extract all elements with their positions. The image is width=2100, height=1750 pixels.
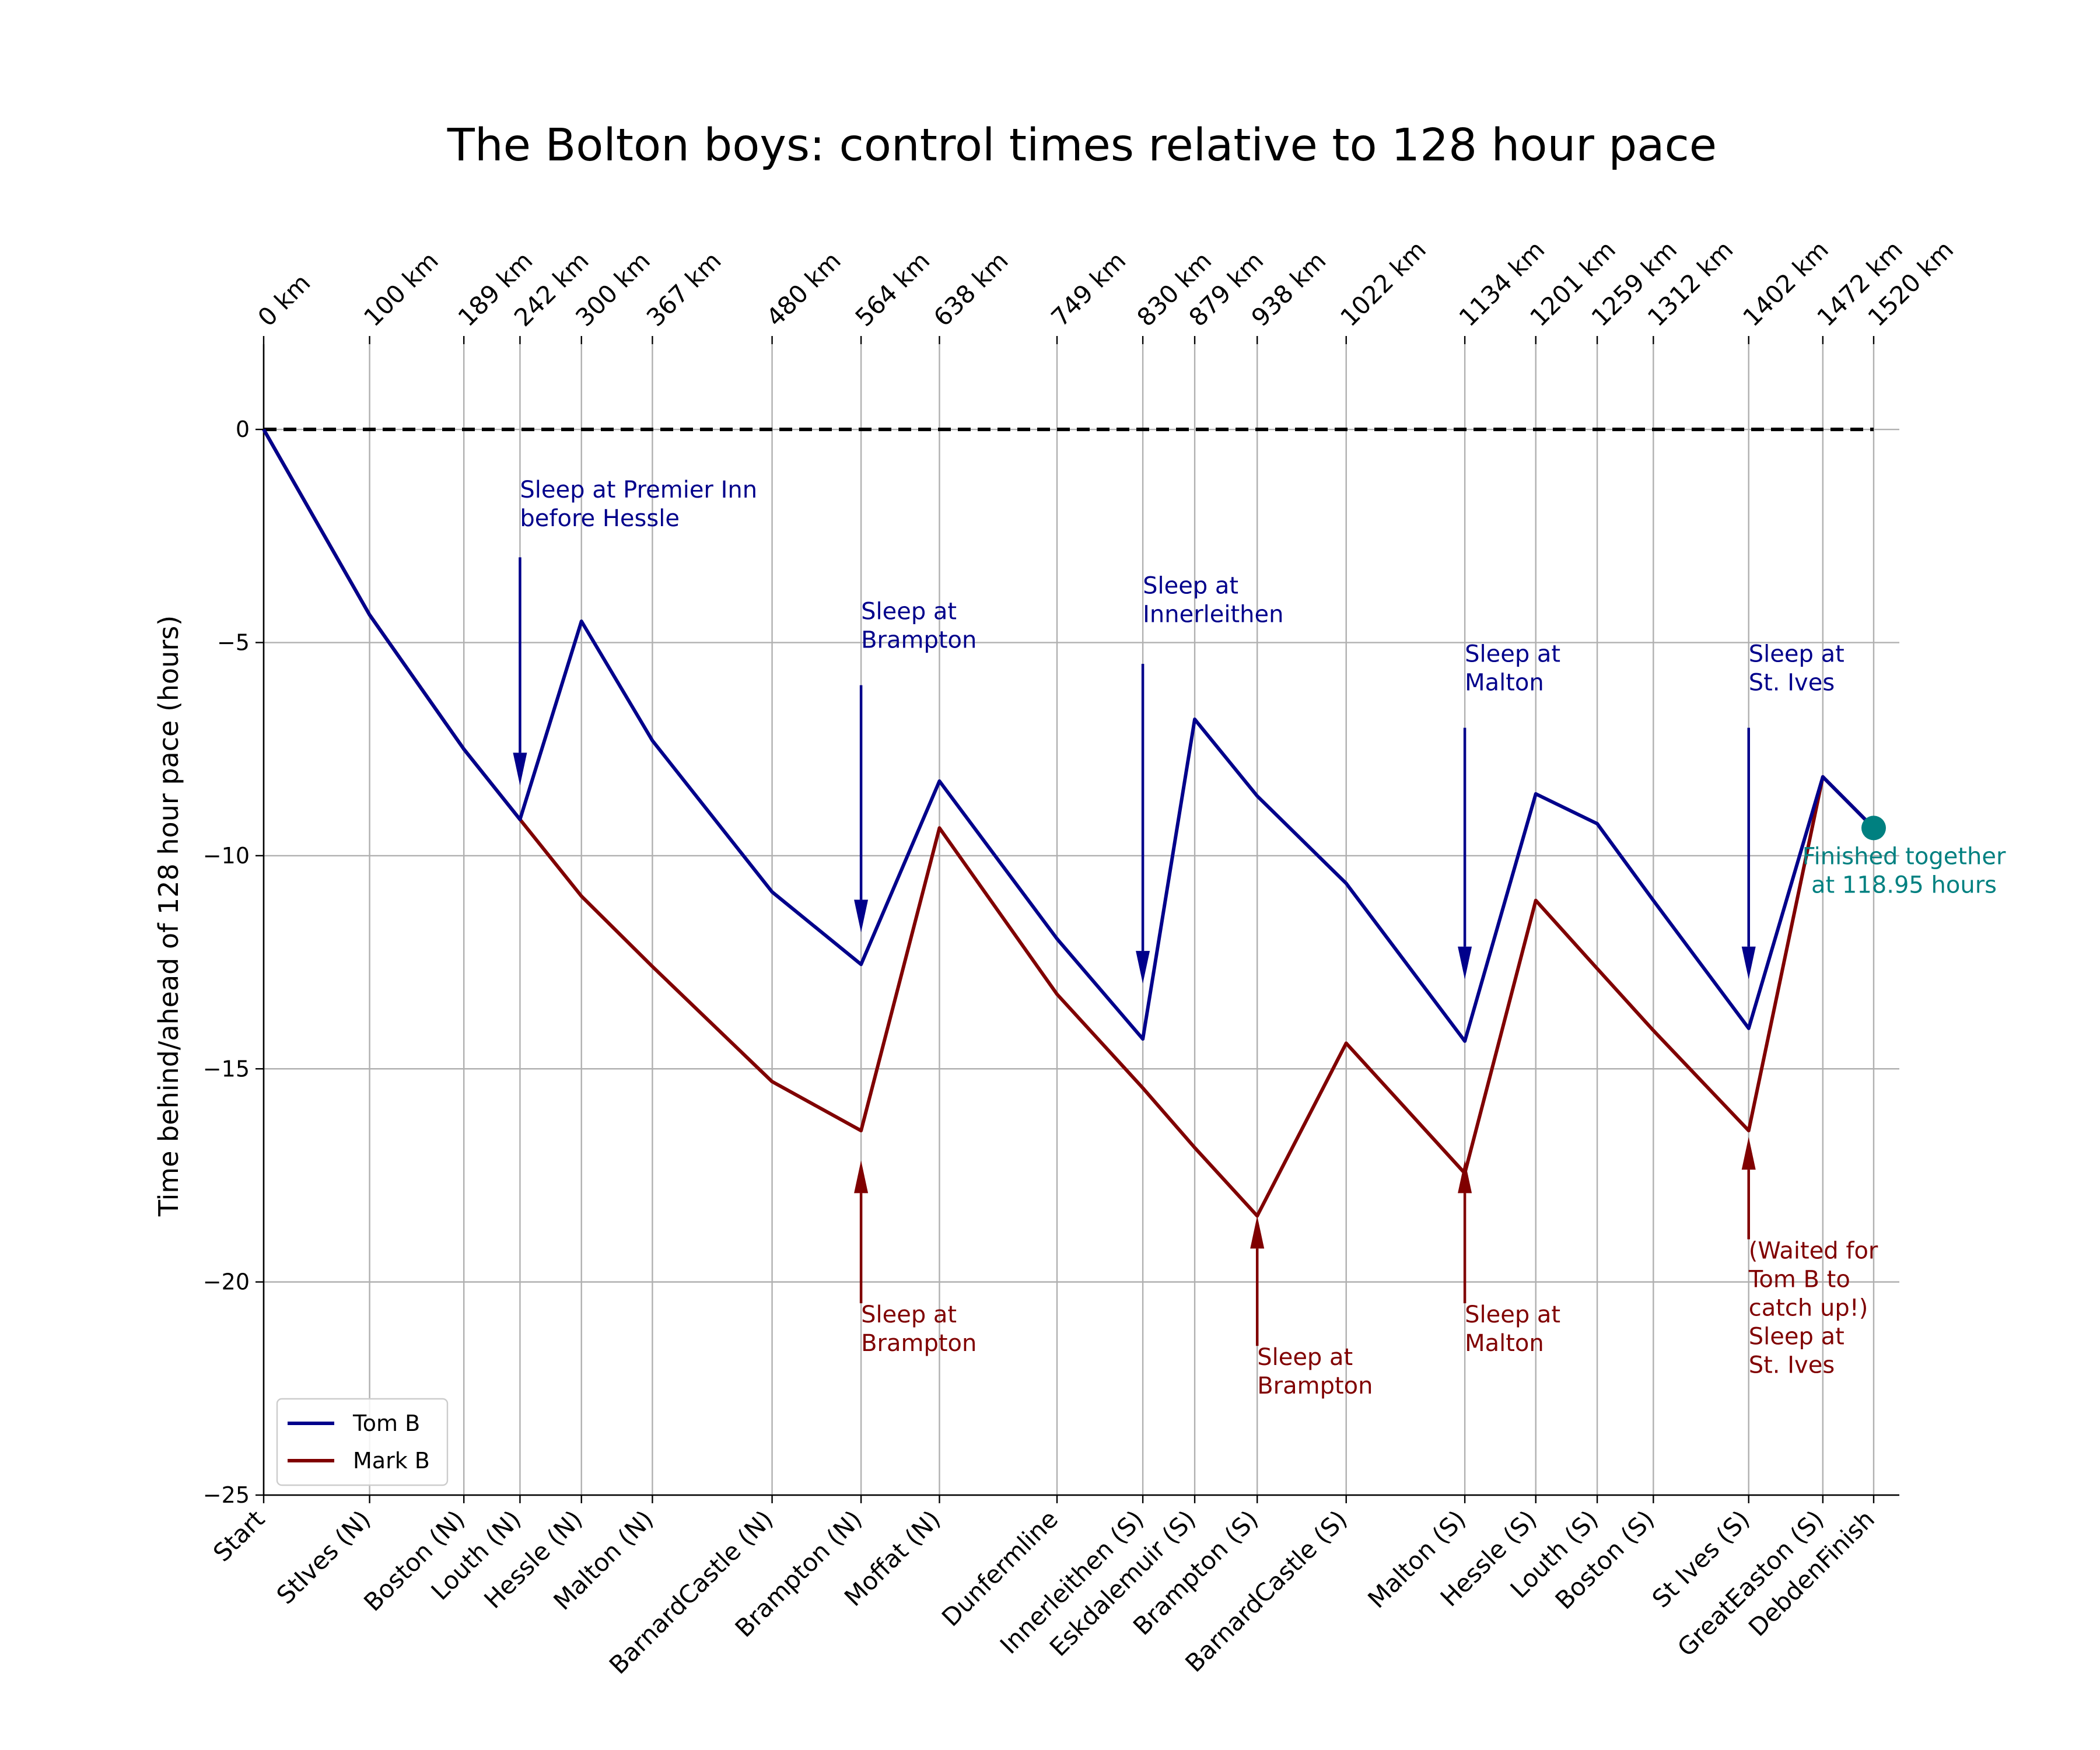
grid — [262, 344, 1899, 1496]
top-tick-label: 480 km — [761, 246, 846, 332]
x-tick-label: Start — [208, 1504, 270, 1567]
annotation-text: Malton — [1465, 1330, 1544, 1357]
annotation-text: Sleep at — [1143, 572, 1238, 599]
y-tick-label: −5 — [217, 630, 250, 656]
y-tick-label: −15 — [203, 1056, 250, 1082]
annotation-text: before Hessle — [520, 505, 680, 532]
annotation-text: St. Ives — [1749, 669, 1835, 696]
annotation-text: Brampton — [1257, 1373, 1373, 1399]
annotation-text: Sleep at — [1257, 1344, 1353, 1371]
top-tick-label: 0 km — [252, 268, 316, 332]
annotation-text: Sleep at — [1465, 1301, 1560, 1328]
annotation-text: St. Ives — [1749, 1352, 1835, 1378]
chart-title: The Bolton boys: control times relative … — [447, 120, 1717, 172]
annotation-arrow-head — [854, 900, 869, 933]
annotation-text: Malton — [1465, 669, 1544, 696]
annotation-text: Brampton — [861, 626, 977, 653]
finish-marker — [1861, 816, 1886, 841]
annotation-text: Tom B to — [1748, 1266, 1850, 1293]
annotation-arrow-head — [1250, 1216, 1265, 1249]
annotation-text: Finished together — [1803, 844, 2006, 870]
top-tick-label: 1022 km — [1335, 235, 1432, 332]
legend-box — [276, 1398, 449, 1486]
annotation-arrow-head — [854, 1160, 869, 1194]
annotation-text: Sleep at — [1749, 1323, 1845, 1350]
legend: Tom B Mark B — [276, 1398, 449, 1486]
annotation-text: at 118.95 hours — [1811, 872, 1997, 899]
top-tick-label: 749 km — [1045, 246, 1131, 332]
y-tick-label: −10 — [203, 843, 250, 869]
annotation-text: Sleep at — [861, 1301, 957, 1328]
annotation-arrow-head — [1458, 1160, 1472, 1194]
annotation-text: Sleep at Premier Inn — [520, 477, 757, 503]
annotation-arrow-head — [513, 752, 527, 786]
top-tick-label: 367 km — [641, 246, 727, 332]
annotation-text: (Waited for — [1749, 1237, 1878, 1264]
annotation-arrow-head — [1741, 1137, 1756, 1170]
annotation-text: Sleep at — [1749, 640, 1845, 667]
y-tick-label: −20 — [203, 1269, 250, 1295]
annotation-arrow-head — [1458, 946, 1472, 979]
annotation-text: Innerleithen — [1143, 601, 1283, 628]
legend-label: Mark B — [353, 1448, 430, 1474]
annotation-text: Brampton — [861, 1330, 977, 1357]
annotation-text: Sleep at — [861, 598, 957, 625]
series-line-mark-b — [262, 428, 1875, 1218]
annotation-text: Sleep at — [1465, 640, 1560, 667]
top-tick-label: 100 km — [358, 246, 444, 332]
series-line-tom-b — [262, 428, 1875, 1043]
top-tick-label: 638 km — [928, 246, 1014, 332]
annotation-arrow-head — [1741, 946, 1756, 979]
y-tick-label: −25 — [203, 1482, 250, 1508]
annotation-text: catch up!) — [1749, 1294, 1868, 1321]
y-axis-label: Time behind/ahead of 128 hour pace (hour… — [153, 615, 184, 1217]
series — [262, 428, 1886, 1218]
top-tick-label: 564 km — [850, 246, 936, 332]
legend-label: Tom B — [352, 1410, 420, 1436]
annotation-arrow-head — [1136, 951, 1150, 984]
y-tick-label: 0 — [236, 416, 250, 442]
x-tick-label: BarnardCastle (S) — [1180, 1504, 1353, 1678]
